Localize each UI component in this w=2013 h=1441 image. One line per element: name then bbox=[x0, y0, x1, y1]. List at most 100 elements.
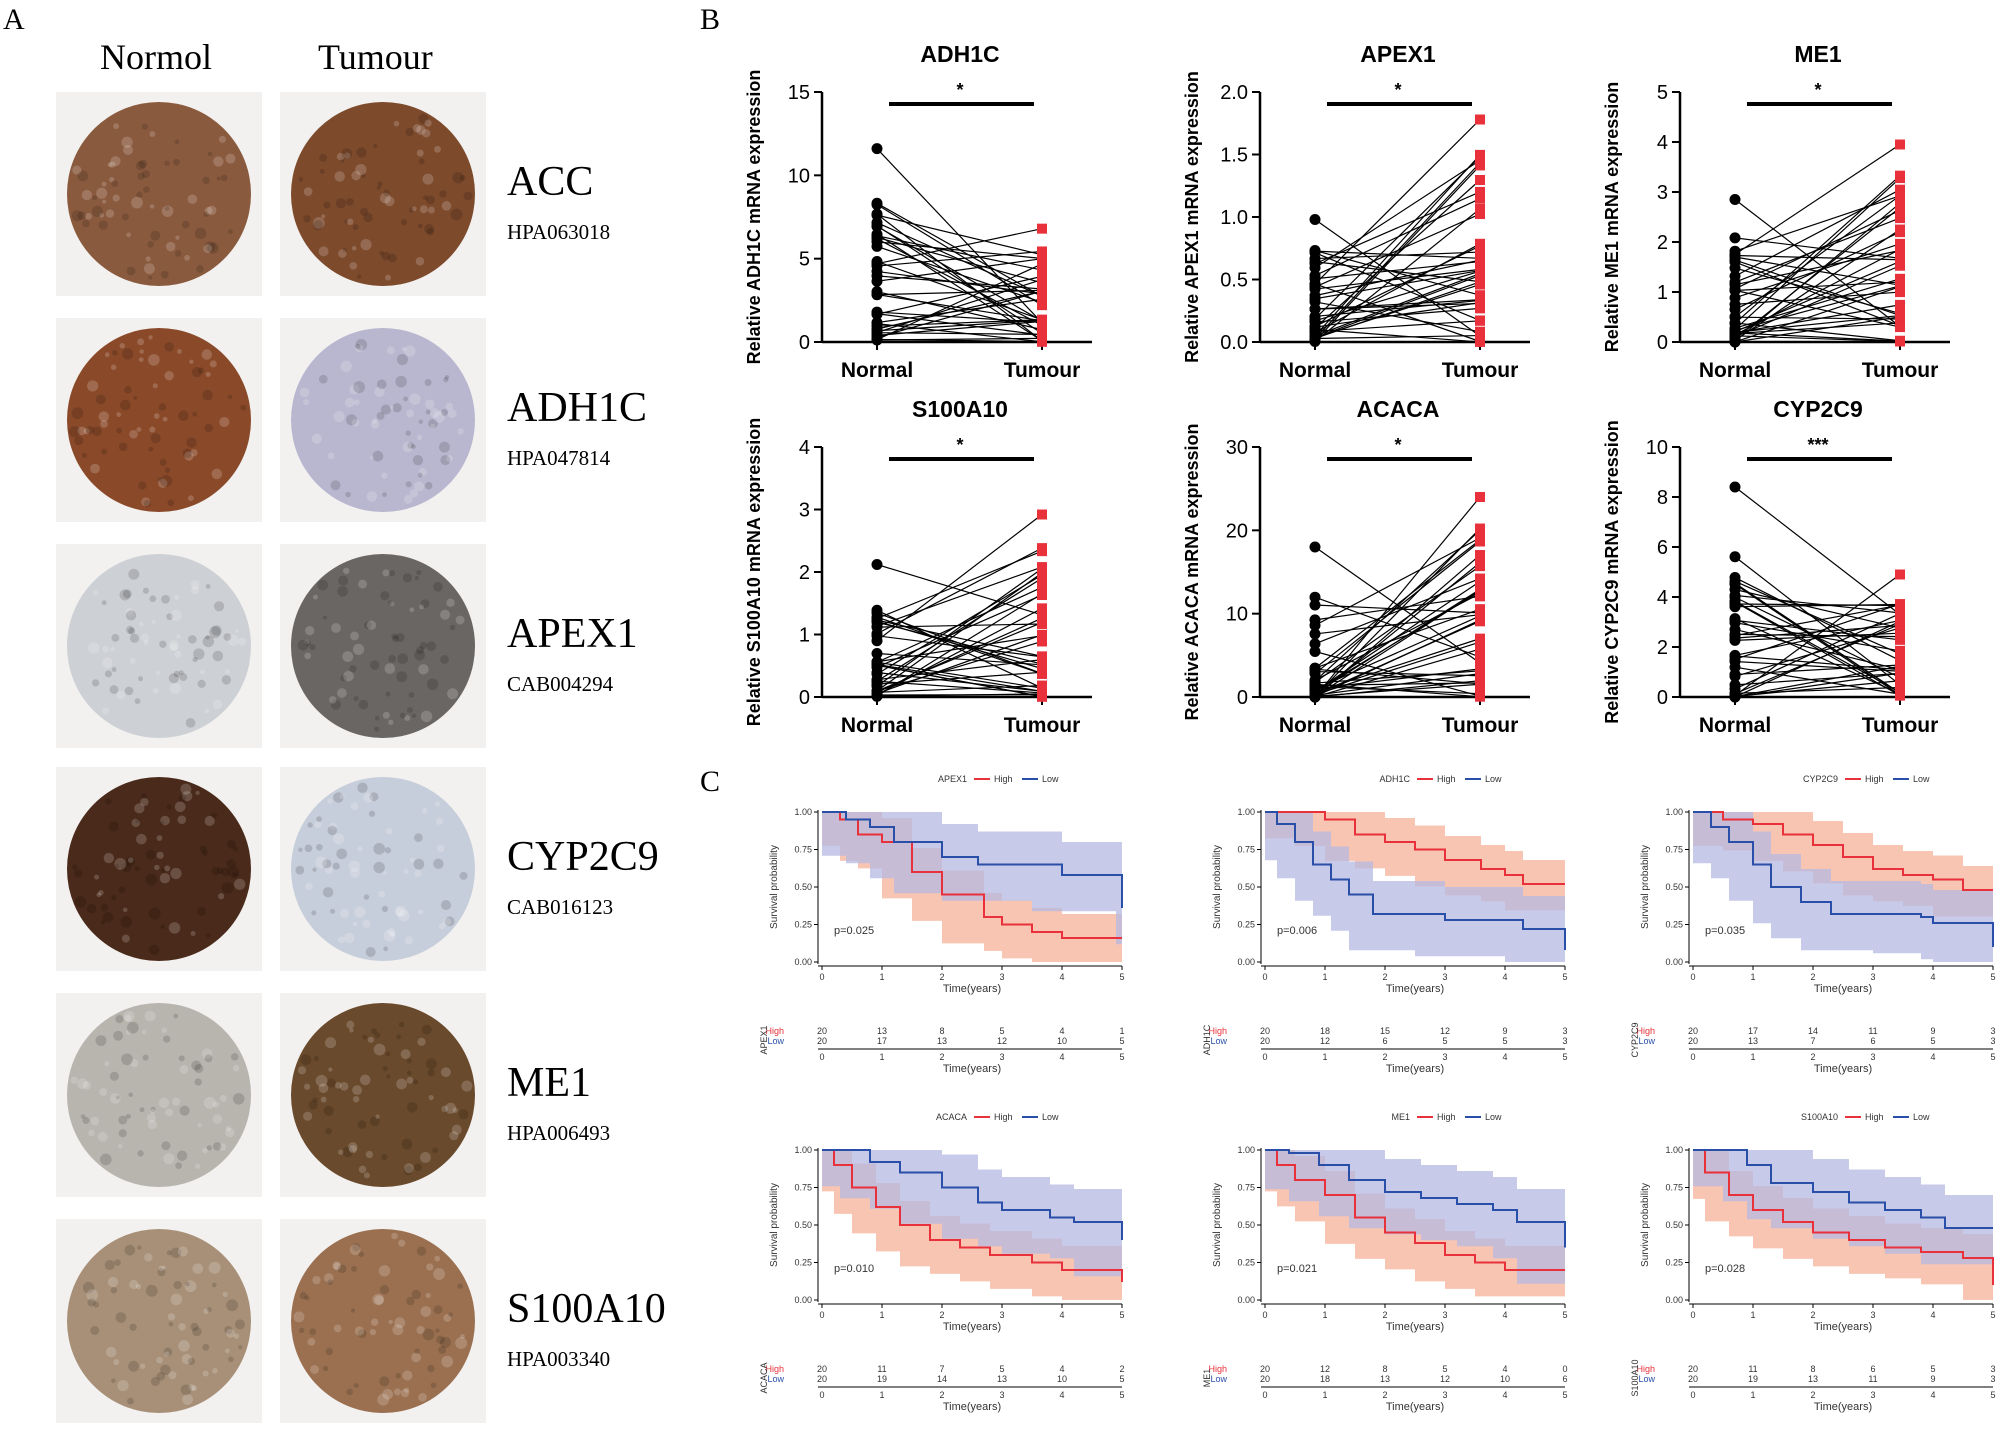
tissue-texture bbox=[352, 921, 358, 927]
normal-point bbox=[1729, 276, 1741, 288]
tissue-texture bbox=[168, 922, 181, 934]
km-x-tick-label: 0 bbox=[1690, 1310, 1695, 1320]
pair-line bbox=[1734, 486, 1901, 615]
risk-low-count: 3 bbox=[1990, 1374, 1995, 1384]
tissue-texture bbox=[424, 379, 432, 386]
pair-line bbox=[1314, 528, 1481, 697]
tissue-texture bbox=[460, 1334, 465, 1339]
tissue-texture bbox=[385, 274, 391, 281]
tissue-texture bbox=[158, 1265, 164, 1272]
tissue-texture bbox=[80, 1114, 86, 1119]
tissue-texture bbox=[82, 1281, 95, 1294]
pair-line bbox=[1734, 655, 1901, 671]
tissue-texture bbox=[163, 1153, 175, 1165]
tissue-texture bbox=[141, 170, 150, 179]
tissue-texture bbox=[203, 211, 210, 218]
km-x-tick-label: 5 bbox=[1562, 972, 1567, 982]
tissue-texture bbox=[373, 861, 385, 874]
km-x-tick-label: 0 bbox=[1262, 1310, 1267, 1320]
pair-line bbox=[1314, 307, 1481, 323]
tissue-texture bbox=[405, 936, 414, 945]
tissue-texture bbox=[351, 1265, 357, 1272]
risk-high-label: High bbox=[1208, 1026, 1227, 1036]
tissue-texture bbox=[337, 1264, 347, 1274]
tissue-texture bbox=[440, 1067, 451, 1078]
risk-low-count: 20 bbox=[1688, 1374, 1698, 1384]
tissue-texture bbox=[213, 156, 224, 167]
tissue-texture bbox=[158, 1097, 170, 1109]
risk-x-tick-label: 2 bbox=[939, 1390, 944, 1400]
km-x-tick-label: 4 bbox=[1930, 1310, 1935, 1320]
tissue-texture bbox=[297, 639, 309, 651]
tissue-texture bbox=[126, 625, 135, 634]
tissue-texture bbox=[211, 625, 222, 636]
tissue-texture bbox=[370, 1318, 379, 1326]
tissue-texture bbox=[144, 1253, 153, 1262]
tissue-texture bbox=[369, 792, 379, 802]
tumour-point bbox=[1475, 550, 1485, 561]
km-x-tick-label: 5 bbox=[1990, 972, 1995, 982]
tumour-point bbox=[1895, 679, 1905, 690]
tissue-texture bbox=[119, 342, 125, 349]
tissue-texture bbox=[346, 1388, 353, 1396]
tissue-texture bbox=[98, 411, 110, 422]
tissue-core-disc bbox=[291, 777, 475, 961]
tissue-image-normal-s100a10 bbox=[56, 1219, 262, 1423]
tissue-texture bbox=[323, 1105, 334, 1116]
tissue-texture bbox=[409, 489, 418, 498]
tissue-texture bbox=[362, 1034, 368, 1040]
y-tick-label: 2 bbox=[799, 562, 810, 584]
tissue-texture bbox=[72, 165, 82, 175]
tissue-texture bbox=[99, 1153, 112, 1166]
pair-line bbox=[1734, 628, 1901, 671]
pair-line bbox=[1734, 248, 1901, 336]
tissue-texture bbox=[377, 1393, 390, 1406]
tissue-texture bbox=[187, 1357, 196, 1365]
tissue-texture bbox=[150, 1376, 160, 1387]
x-label-normal: Normal bbox=[1279, 714, 1351, 737]
plot-title: ME1 bbox=[1794, 41, 1842, 67]
risk-x-axis-title: Time(years) bbox=[1386, 1401, 1444, 1413]
tissue-texture bbox=[235, 628, 240, 633]
km-x-tick-label: 2 bbox=[1382, 1310, 1387, 1320]
tumour-point bbox=[1895, 287, 1905, 298]
tissue-texture bbox=[458, 1109, 469, 1120]
tissue-texture bbox=[149, 204, 155, 209]
risk-high-count: 8 bbox=[1810, 1364, 1815, 1374]
y-tick-label: 4 bbox=[1657, 132, 1668, 154]
tissue-core bbox=[291, 1003, 475, 1187]
km-x-tick-label: 2 bbox=[939, 972, 944, 982]
pair-line bbox=[876, 290, 1043, 330]
tissue-texture bbox=[344, 397, 355, 408]
tissue-texture bbox=[451, 1124, 462, 1135]
tissue-texture bbox=[99, 213, 104, 218]
normal-point bbox=[1729, 653, 1741, 665]
low-survival-curve bbox=[1693, 1149, 1993, 1229]
tissue-texture bbox=[357, 782, 368, 793]
tissue-texture bbox=[341, 148, 353, 160]
high-survival-curve bbox=[1693, 811, 1993, 891]
tissue-texture bbox=[337, 936, 345, 944]
tissue-texture bbox=[350, 802, 359, 810]
tissue-texture bbox=[212, 1101, 220, 1108]
tissue-image-normal-acc bbox=[56, 92, 262, 296]
tissue-texture bbox=[391, 633, 398, 640]
tissue-texture bbox=[179, 1064, 189, 1074]
y-axis-title: Relative S100A10 mRNA expression bbox=[744, 418, 764, 726]
km-x-tick-label: 3 bbox=[1442, 1310, 1447, 1320]
high-survival-curve bbox=[822, 1149, 1123, 1282]
tissue-texture bbox=[177, 349, 182, 354]
tissue-texture bbox=[101, 181, 107, 187]
pair-line bbox=[1314, 577, 1481, 645]
tissue-texture bbox=[382, 492, 387, 498]
tissue-texture bbox=[100, 419, 108, 428]
tissue-texture bbox=[385, 827, 393, 835]
tissue-texture bbox=[128, 1092, 134, 1098]
tissue-texture bbox=[403, 869, 409, 874]
km-y-tick-label: 0.50 bbox=[1665, 882, 1683, 892]
normal-point bbox=[1729, 601, 1741, 613]
tissue-texture bbox=[402, 573, 413, 583]
tissue-texture bbox=[352, 1085, 363, 1096]
pair-line bbox=[1734, 195, 1901, 252]
tissue-texture bbox=[417, 1037, 426, 1046]
